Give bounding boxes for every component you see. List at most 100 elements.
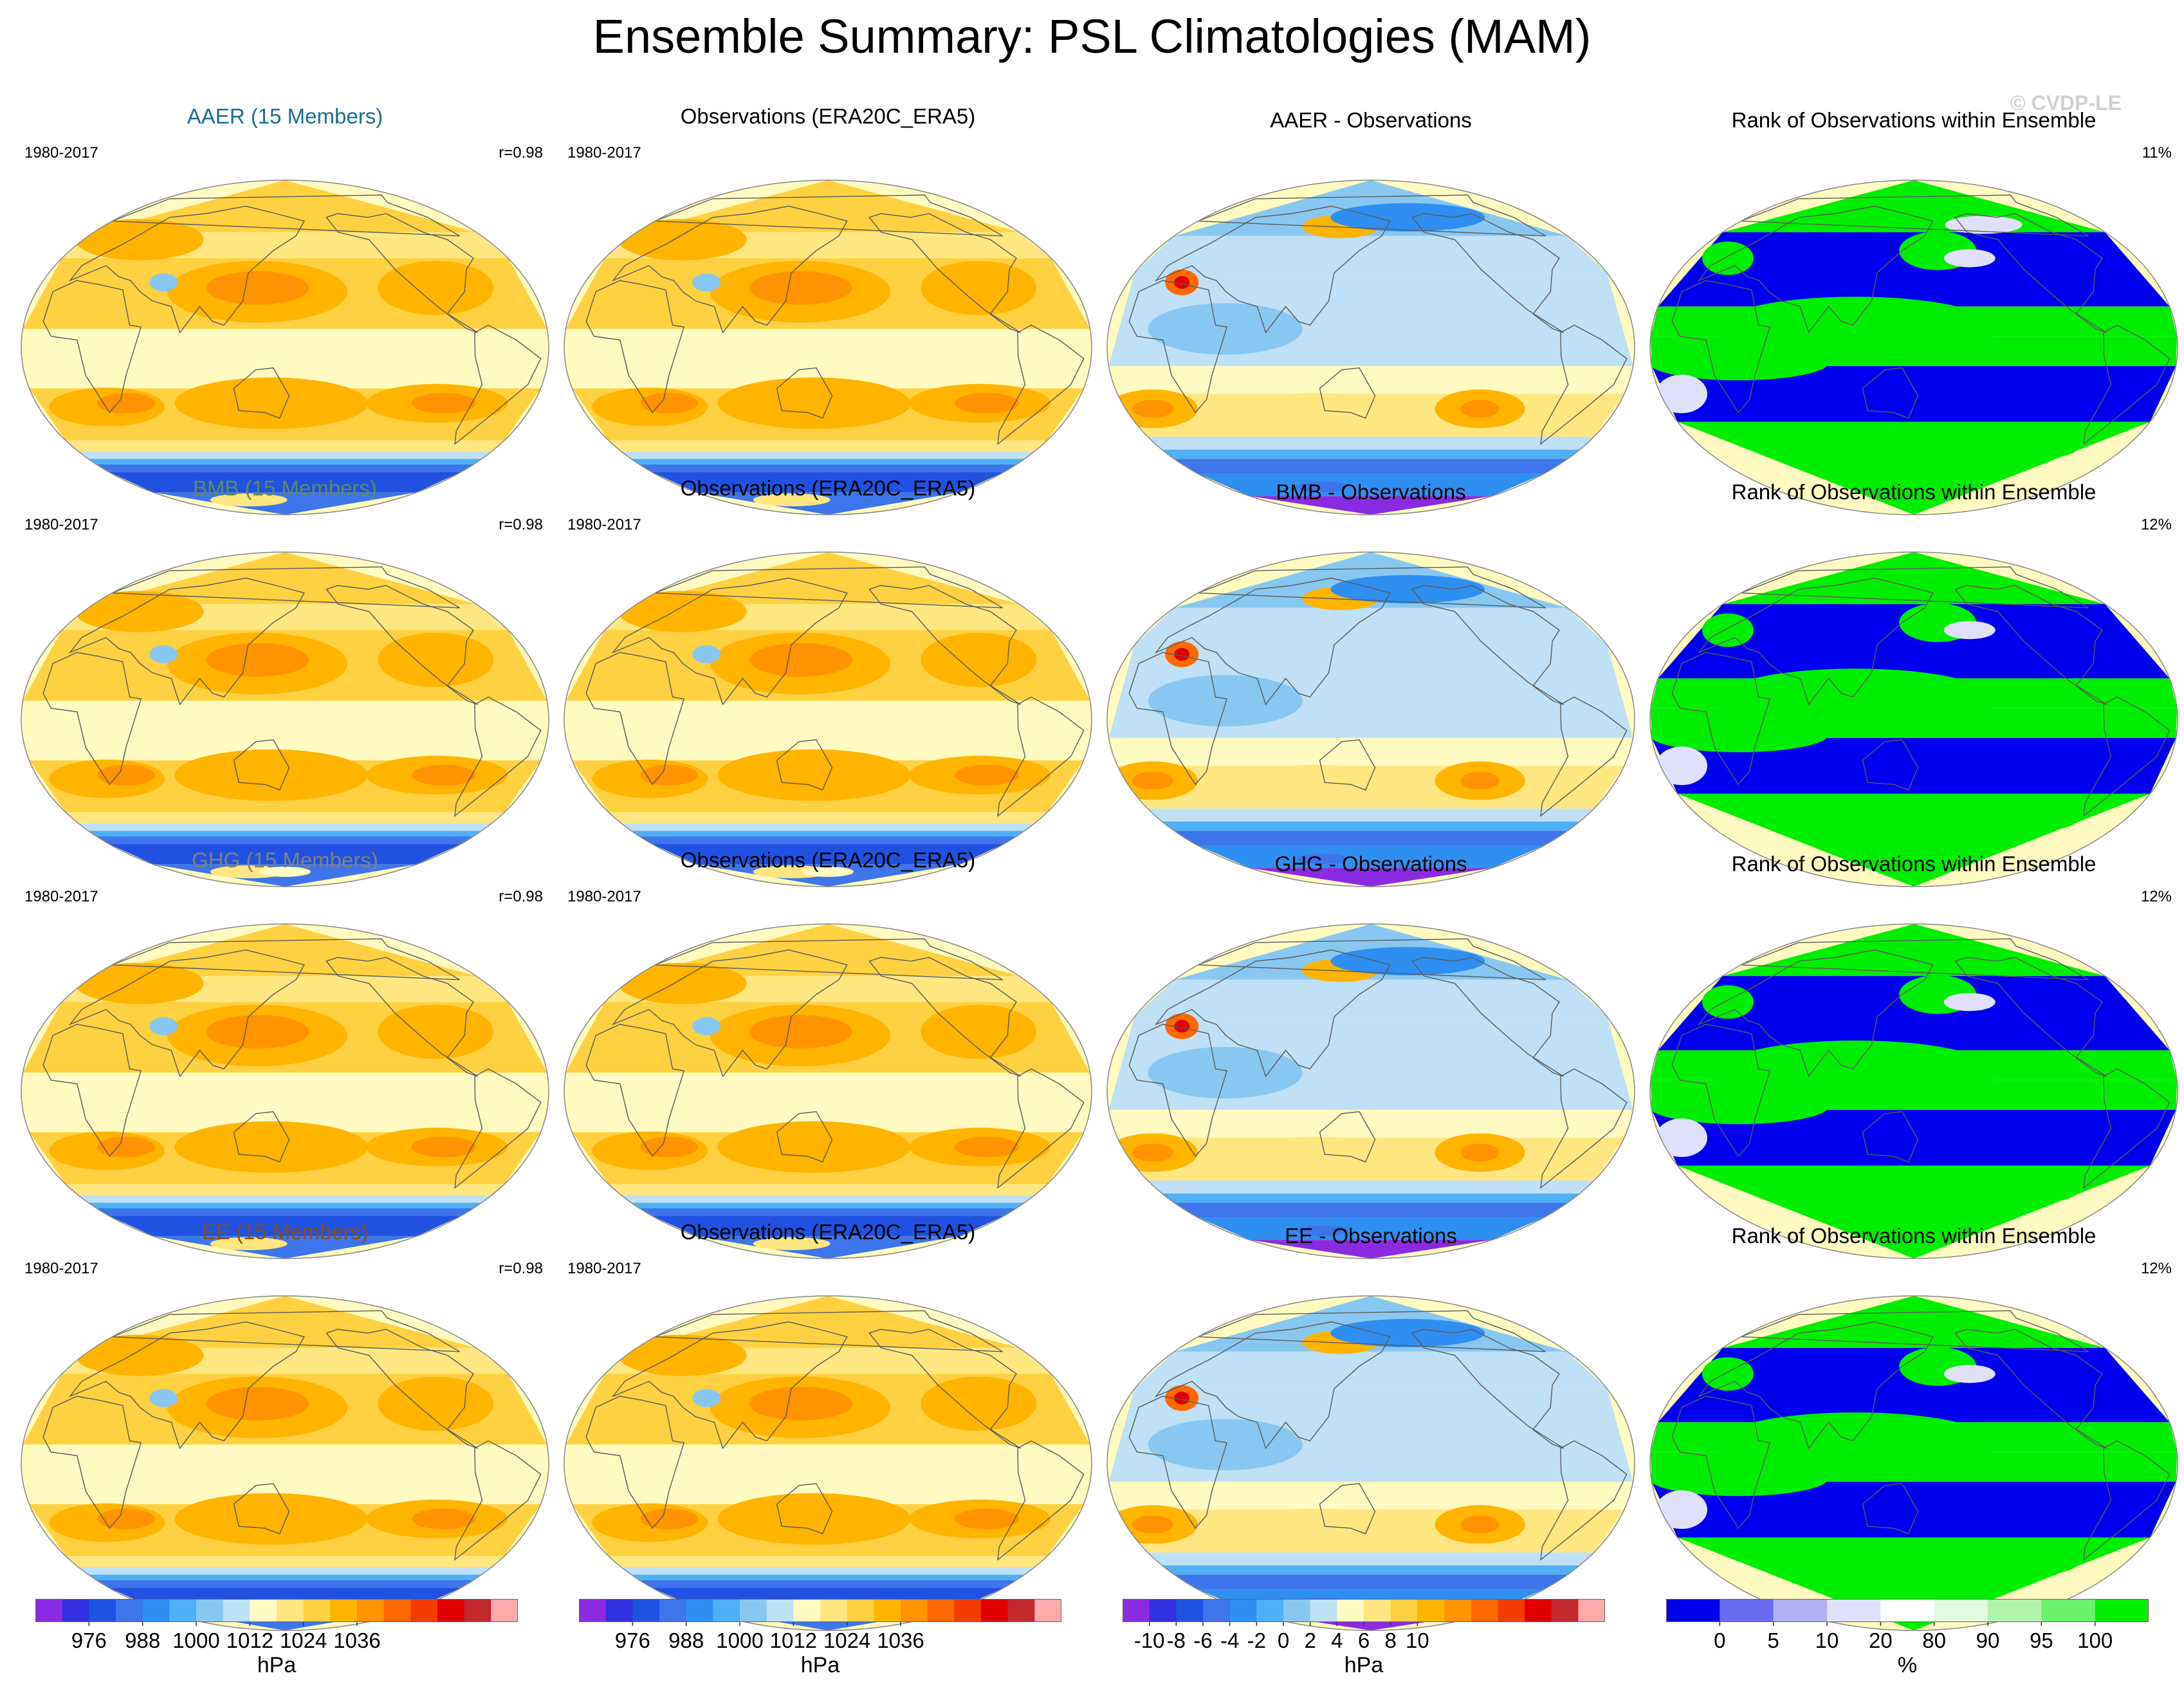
subtropical-high-core	[206, 1387, 309, 1421]
map-border	[1106, 551, 1635, 887]
psl-band	[88, 1203, 482, 1208]
colorbar-psl: 976 988 1000 1012 1024 1036	[35, 1599, 518, 1652]
tibet-low	[149, 1389, 178, 1407]
panel-diff: EE - Observations	[1097, 1219, 1644, 1643]
diff-field	[1107, 552, 1635, 887]
panel-rank: Rank of Observations within Ensemble 12%	[1640, 1219, 2184, 1643]
psl-band	[639, 1580, 1016, 1588]
psl-band	[565, 329, 1090, 389]
map-border	[564, 923, 1092, 1259]
panel-diff: BMB - Observations	[1097, 475, 1644, 900]
map-border	[564, 180, 1092, 515]
colorbar-swatch	[89, 1599, 116, 1622]
diff-band	[1108, 1481, 1633, 1510]
coastline	[1154, 1321, 1391, 1450]
coastline	[1411, 1329, 1564, 1449]
antarctic-high	[753, 493, 830, 506]
negative-anomaly	[1330, 1318, 1485, 1347]
diff-map	[1106, 551, 1635, 887]
obs-field	[564, 180, 1092, 515]
psl-band	[639, 1208, 1016, 1216]
rank-mid-region	[1943, 1365, 1996, 1383]
coastline	[68, 949, 305, 1078]
colorbar-tick-label: 1024	[823, 1629, 870, 1652]
coastline	[233, 1111, 290, 1163]
coastline	[868, 957, 1021, 1077]
colorbar-tick-label: 6	[1358, 1629, 1370, 1652]
coastline	[611, 205, 848, 334]
positive-anomaly-core	[1460, 1515, 1500, 1534]
colorbar-swatch	[62, 1599, 89, 1622]
colorbar-swatch	[330, 1599, 358, 1622]
rank-high-region	[1714, 297, 1997, 362]
coastline	[868, 1329, 1021, 1449]
tibet-low	[692, 273, 721, 291]
coastline	[326, 957, 478, 1077]
colorbar-tick-label: 976	[71, 1629, 107, 1652]
colorbar-swatch	[605, 1599, 633, 1622]
coastline	[585, 1024, 685, 1158]
colorbar-swatch	[250, 1599, 277, 1622]
rank-high-region	[1844, 807, 2077, 836]
subtropical-high	[378, 1004, 494, 1059]
colorbar-tick-label: -10	[1134, 1629, 1165, 1652]
coastline	[2083, 696, 2170, 817]
psl-band	[88, 831, 482, 836]
coastline	[611, 1321, 848, 1450]
rank-high-region	[1650, 1088, 1829, 1125]
coastline	[1862, 367, 1919, 419]
rank-band	[1651, 1481, 2176, 1538]
map-border	[1106, 923, 1635, 1259]
obs-map	[564, 1295, 1092, 1631]
coastline	[1540, 324, 1628, 445]
positive-anomaly	[1251, 1508, 1381, 1537]
psl-band	[23, 701, 547, 761]
southern-high	[174, 1121, 368, 1173]
colorbar-swatch	[1827, 1599, 1881, 1622]
positive-anomaly-core	[1132, 400, 1173, 418]
antarctic-high	[802, 866, 854, 877]
southern-high-core	[411, 1136, 476, 1158]
period-label: 1980-2017	[567, 1260, 641, 1277]
rank-panel-title: Rank of Observations within Ensemble	[1731, 852, 2097, 876]
rank-band	[1658, 975, 2170, 1051]
colorbar-swatch	[766, 1599, 794, 1622]
colorbar-tick-label: -8	[1167, 1629, 1186, 1652]
colorbar-swatch	[1578, 1599, 1605, 1622]
map-border	[564, 551, 1092, 887]
coastline	[1697, 577, 1934, 706]
colorbar-swatch	[223, 1599, 250, 1622]
southern-high-core	[640, 1136, 699, 1158]
rank-high-region	[1702, 1357, 1754, 1391]
southern-high-core	[97, 764, 156, 786]
colorbar-swatch	[632, 1599, 660, 1622]
coastline	[997, 696, 1085, 817]
colorbar-tick-label: 80	[1922, 1629, 1946, 1652]
pattern-correlation: r=0.98	[499, 144, 543, 162]
diff-map	[1106, 923, 1635, 1259]
panel-rank: Rank of Observations within Ensemble 11%	[1640, 103, 2184, 528]
colorbar-swatch	[1988, 1599, 2042, 1622]
coastline	[776, 1111, 833, 1163]
map-border	[1106, 180, 1635, 515]
psl-band	[652, 1215, 1004, 1237]
asia-anomaly-core	[1174, 647, 1190, 661]
positive-anomaly	[1251, 1136, 1381, 1165]
coastline	[611, 949, 848, 1078]
southern-high	[717, 377, 911, 429]
southern-high	[174, 377, 368, 429]
southern-high	[174, 1493, 368, 1545]
antarctic-high	[210, 1237, 288, 1250]
panel-obs: Observations (ERA20C_ERA5) 1980-2017	[555, 1219, 1101, 1643]
asia-anomaly-core	[1174, 1019, 1190, 1033]
coastline	[1128, 1024, 1228, 1158]
coastline	[233, 367, 290, 419]
panel-rank: Rank of Observations within Ensemble 12%	[1640, 475, 2184, 900]
antarctic-high	[259, 866, 311, 877]
colorbar-tick-label: 20	[1869, 1629, 1893, 1652]
colorbar-unit: hPa	[800, 1653, 840, 1677]
panel-ens: BMB (15 Members) 1980-2017 r=0.98	[12, 475, 558, 900]
psl-band	[636, 552, 1020, 604]
coastline	[1319, 739, 1376, 791]
colorbar-swatch	[740, 1599, 767, 1622]
